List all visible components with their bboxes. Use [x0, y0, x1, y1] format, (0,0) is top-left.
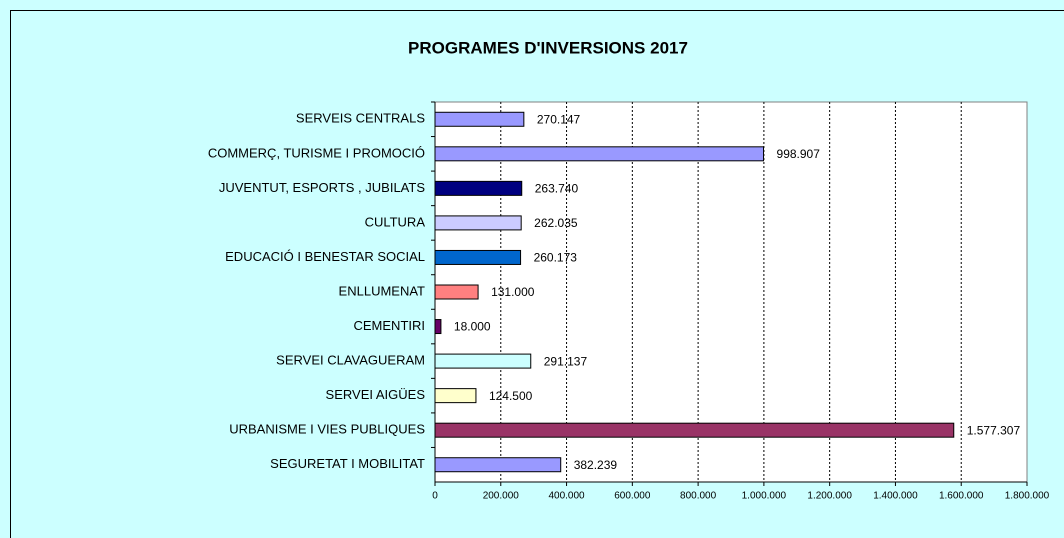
x-tick-label: 1.000.000	[742, 491, 787, 502]
x-tick-label: 200.000	[483, 491, 520, 502]
value-label: 124.500	[489, 389, 533, 403]
bar	[434, 111, 525, 127]
y-tick-label: ENLLUMENAT	[339, 283, 426, 298]
chart-title: PROGRAMES D'INVERSIONS 2017	[408, 38, 688, 57]
bar	[434, 146, 765, 162]
x-tick-label: 600.000	[614, 491, 651, 502]
bar	[434, 249, 522, 265]
value-label: 18.000	[454, 320, 491, 334]
value-label: 998.907	[777, 147, 821, 161]
value-label: 131.000	[491, 285, 535, 299]
value-label: 382.239	[574, 458, 618, 472]
plot-area	[434, 101, 1028, 483]
y-tick-label: SERVEI AIGÜES	[326, 387, 426, 402]
bar	[434, 457, 562, 473]
bar	[434, 353, 532, 369]
y-tick-label: SEGURETAT I MOBILITAT	[270, 456, 425, 471]
value-label: 291.137	[544, 354, 588, 368]
x-tick-label: 1.400.000	[873, 491, 918, 502]
bar	[434, 180, 523, 196]
x-tick-label: 0	[432, 491, 438, 502]
bar	[434, 215, 522, 231]
y-tick-label: COMMERÇ, TURISME I PROMOCIÓ	[208, 145, 425, 160]
y-tick-label: EDUCACIÓ I BENESTAR SOCIAL	[225, 249, 425, 264]
y-tick-label: CULTURA	[365, 214, 426, 229]
x-tick-label: 400.000	[548, 491, 585, 502]
bar	[434, 388, 477, 404]
value-label: 1.577.307	[967, 423, 1021, 437]
x-tick-label: 1.800.000	[1005, 491, 1050, 502]
value-label: 262.035	[534, 216, 578, 230]
x-tick-label: 800.000	[680, 491, 717, 502]
value-label: 263.740	[535, 182, 579, 196]
y-tick-label: SERVEIS CENTRALS	[296, 111, 425, 126]
bar	[434, 284, 479, 300]
value-label: 260.173	[534, 251, 578, 265]
bar	[434, 319, 442, 335]
bar	[434, 422, 955, 438]
value-label: 270.147	[537, 112, 581, 126]
x-tick-label: 1.200.000	[807, 491, 852, 502]
x-tick-label: 1.600.000	[939, 491, 984, 502]
y-tick-label: CEMENTIRI	[354, 318, 426, 333]
y-tick-label: JUVENTUT, ESPORTS , JUBILATS	[219, 180, 425, 195]
y-tick-label: SERVEI CLAVAGUERAM	[276, 353, 425, 368]
y-tick-label: URBANISME I VIES PUBLIQUES	[229, 422, 425, 437]
